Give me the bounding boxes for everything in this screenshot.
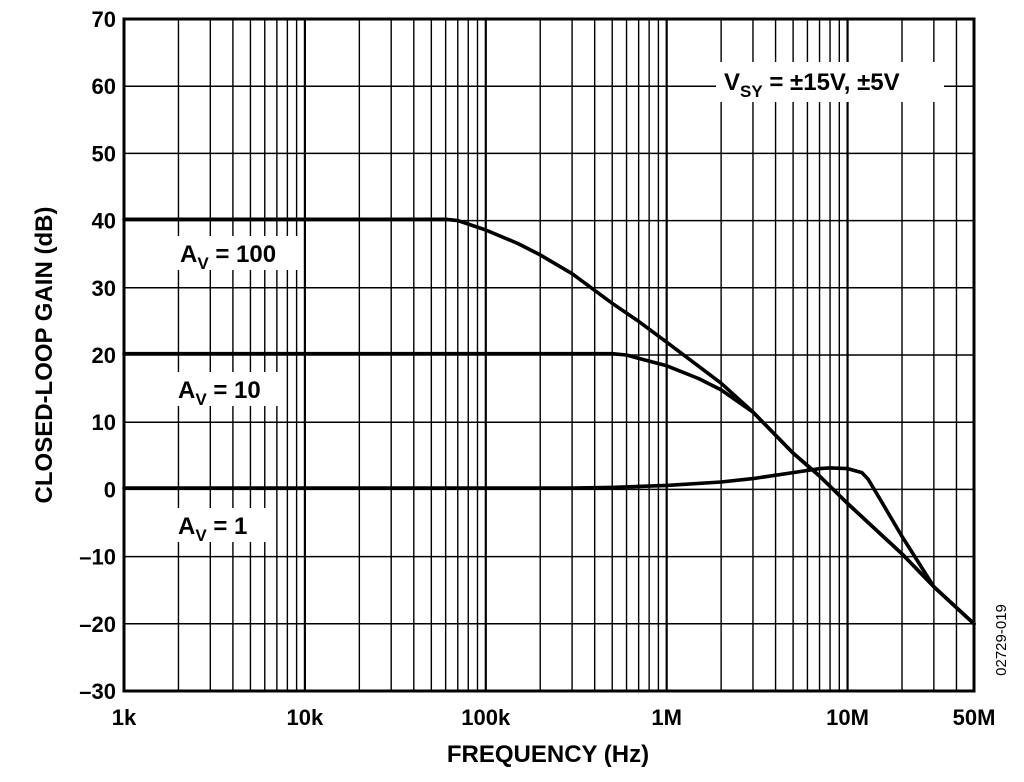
- condition-label-background: [716, 62, 944, 102]
- y-tick-label: –30: [79, 679, 116, 704]
- y-tick-label: 70: [92, 7, 116, 32]
- series-label-av100-sub: V: [197, 254, 209, 273]
- y-tick-label: 10: [92, 410, 116, 435]
- y-tick-label: 40: [92, 209, 116, 234]
- y-tick-label: 0: [104, 477, 116, 502]
- y-tick-label: –20: [79, 612, 116, 637]
- x-tick-label: 10M: [826, 705, 869, 730]
- series-label-av10: AV = 10: [178, 377, 261, 409]
- condition-label: VSY = ±15V, ±5V: [724, 69, 900, 101]
- y-axis-title: CLOSED-LOOP GAIN (dB): [31, 207, 58, 504]
- y-tick-label: 20: [92, 343, 116, 368]
- series-line-av1: [122, 466, 976, 626]
- series-label-av1-sub: V: [195, 526, 207, 545]
- condition-label-sub: SY: [740, 82, 763, 101]
- y-tick-label: 30: [92, 276, 116, 301]
- x-tick-label: 1k: [112, 705, 137, 730]
- series-label-bg-av1: [174, 508, 266, 542]
- x-tick-label: 10k: [287, 705, 324, 730]
- y-tick-label: –10: [79, 545, 116, 570]
- condition-label-rest: = ±15V, ±5V: [763, 69, 900, 96]
- y-tick-label: 60: [92, 74, 116, 99]
- series-label-av10-main: A: [178, 377, 195, 404]
- series-label-bg-av100: [176, 236, 300, 270]
- condition-label-main: V: [724, 69, 740, 96]
- series-label-av1-rest: = 1: [207, 513, 248, 540]
- series-label-av1: AV = 1: [178, 513, 247, 545]
- figure-id: 02729-019: [993, 604, 1010, 676]
- series-label-av10-rest: = 10: [207, 377, 261, 404]
- series-layer: [122, 217, 976, 626]
- series-label-av100-main: A: [180, 241, 197, 268]
- x-tick-label: 50M: [953, 705, 996, 730]
- series-line-av10: [122, 351, 976, 626]
- series-label-av100: AV = 100: [180, 241, 276, 273]
- y-tick-label: 50: [92, 141, 116, 166]
- series-label-av10-sub: V: [195, 390, 207, 409]
- series-label-bg-av10: [174, 372, 282, 406]
- x-tick-label: 1M: [651, 705, 682, 730]
- series-label-av1-main: A: [178, 513, 195, 540]
- series-label-av100-rest: = 100: [209, 241, 276, 268]
- x-tick-label: 100k: [461, 705, 511, 730]
- x-axis-title: FREQUENCY (Hz): [447, 741, 649, 768]
